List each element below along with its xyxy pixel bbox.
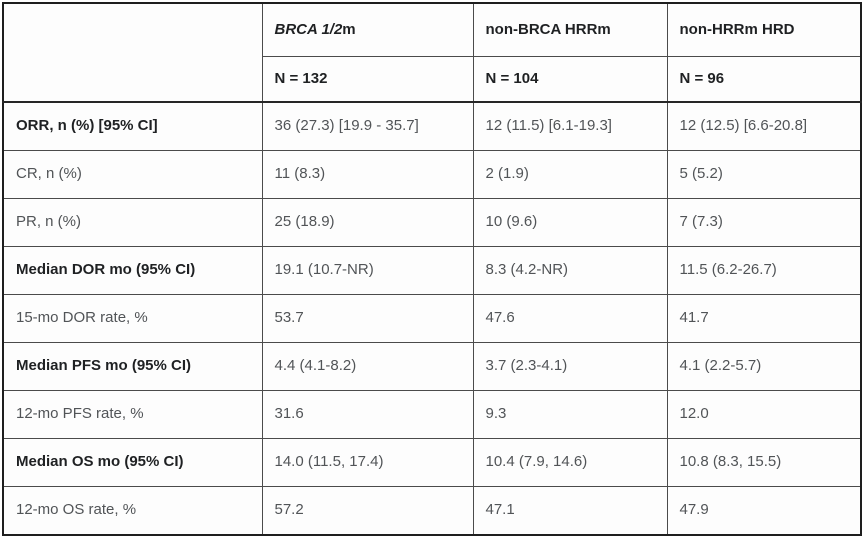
cell-value: 5 (5.2) <box>666 150 862 199</box>
table-row-median-dor: Median DOR mo (95% CI) 19.1 (10.7-NR) 8.… <box>2 246 862 295</box>
column-header-brca-suffix-text: m <box>342 20 356 38</box>
cell-value: 47.6 <box>472 294 668 343</box>
cell-value: 3.7 (2.3-4.1) <box>472 342 668 391</box>
table-row-dor-rate: 15-mo DOR rate, % 53.7 47.6 41.7 <box>2 294 862 343</box>
table-row-pr: PR, n (%) 25 (18.9) 10 (9.6) 7 (7.3) <box>2 198 862 247</box>
table-row-pfs-rate: 12-mo PFS rate, % 31.6 9.3 12.0 <box>2 390 862 439</box>
column-header-brca-italic-text: BRCA 1/2 <box>274 20 343 38</box>
column-header-non-brca-hrrm: non-BRCA HRRm <box>472 2 668 57</box>
cell-value: 2 (1.9) <box>472 150 668 199</box>
row-label: 12-mo OS rate, % <box>2 486 263 536</box>
n-count-non-brca-hrrm: N = 104 <box>472 56 668 103</box>
cell-value: 12 (12.5) [6.6-20.8] <box>666 101 862 151</box>
column-header-non-hrrm-hrd: non-HRRm HRD <box>666 2 862 57</box>
n-count-header-row: N = 132 N = 104 N = 96 <box>3 56 862 103</box>
table-row-median-os: Median OS mo (95% CI) 14.0 (11.5, 17.4) … <box>2 438 862 487</box>
row-label: 15-mo DOR rate, % <box>2 294 263 343</box>
row-label: ORR, n (%) [95% CI] <box>2 101 263 151</box>
cell-value: 47.1 <box>472 486 668 536</box>
cell-value: 12.0 <box>666 390 862 439</box>
cell-value: 4.1 (2.2-5.7) <box>666 342 862 391</box>
table-row-os-rate: 12-mo OS rate, % 57.2 47.1 47.9 <box>2 486 862 536</box>
n-count-non-hrrm-hrd: N = 96 <box>666 56 862 103</box>
corner-cell <box>2 2 263 103</box>
row-label: PR, n (%) <box>2 198 263 247</box>
cell-value: 10.8 (8.3, 15.5) <box>666 438 862 487</box>
cell-value: 25 (18.9) <box>261 198 474 247</box>
row-label: Median OS mo (95% CI) <box>2 438 263 487</box>
row-label: 12-mo PFS rate, % <box>2 390 263 439</box>
cell-value: 8.3 (4.2-NR) <box>472 246 668 295</box>
cell-value: 31.6 <box>261 390 474 439</box>
cell-value: 9.3 <box>472 390 668 439</box>
cell-value: 19.1 (10.7-NR) <box>261 246 474 295</box>
column-group-header-row: BRCA 1/2m non-BRCA HRRm non-HRRm HRD <box>2 2 862 103</box>
table-row-median-pfs: Median PFS mo (95% CI) 4.4 (4.1-8.2) 3.7… <box>2 342 862 391</box>
table-row-orr: ORR, n (%) [95% CI] 36 (27.3) [19.9 - 35… <box>2 101 862 151</box>
cell-value: 41.7 <box>666 294 862 343</box>
cell-value: 47.9 <box>666 486 862 536</box>
row-label: Median PFS mo (95% CI) <box>2 342 263 391</box>
cell-value: 10.4 (7.9, 14.6) <box>472 438 668 487</box>
table-row-cr: CR, n (%) 11 (8.3) 2 (1.9) 5 (5.2) <box>2 150 862 199</box>
cell-value: 11 (8.3) <box>261 150 474 199</box>
cell-value: 36 (27.3) [19.9 - 35.7] <box>261 101 474 151</box>
row-label: CR, n (%) <box>2 150 263 199</box>
cell-value: 12 (11.5) [6.1-19.3] <box>472 101 668 151</box>
cell-value: 4.4 (4.1-8.2) <box>261 342 474 391</box>
cell-value: 57.2 <box>261 486 474 536</box>
n-count-brca-12m: N = 132 <box>261 56 474 103</box>
cell-value: 10 (9.6) <box>472 198 668 247</box>
cell-value: 53.7 <box>261 294 474 343</box>
cell-value: 11.5 (6.2-26.7) <box>666 246 862 295</box>
cell-value: 14.0 (11.5, 17.4) <box>261 438 474 487</box>
column-header-brca-12m: BRCA 1/2m <box>261 2 474 57</box>
cell-value: 7 (7.3) <box>666 198 862 247</box>
row-label: Median DOR mo (95% CI) <box>2 246 263 295</box>
